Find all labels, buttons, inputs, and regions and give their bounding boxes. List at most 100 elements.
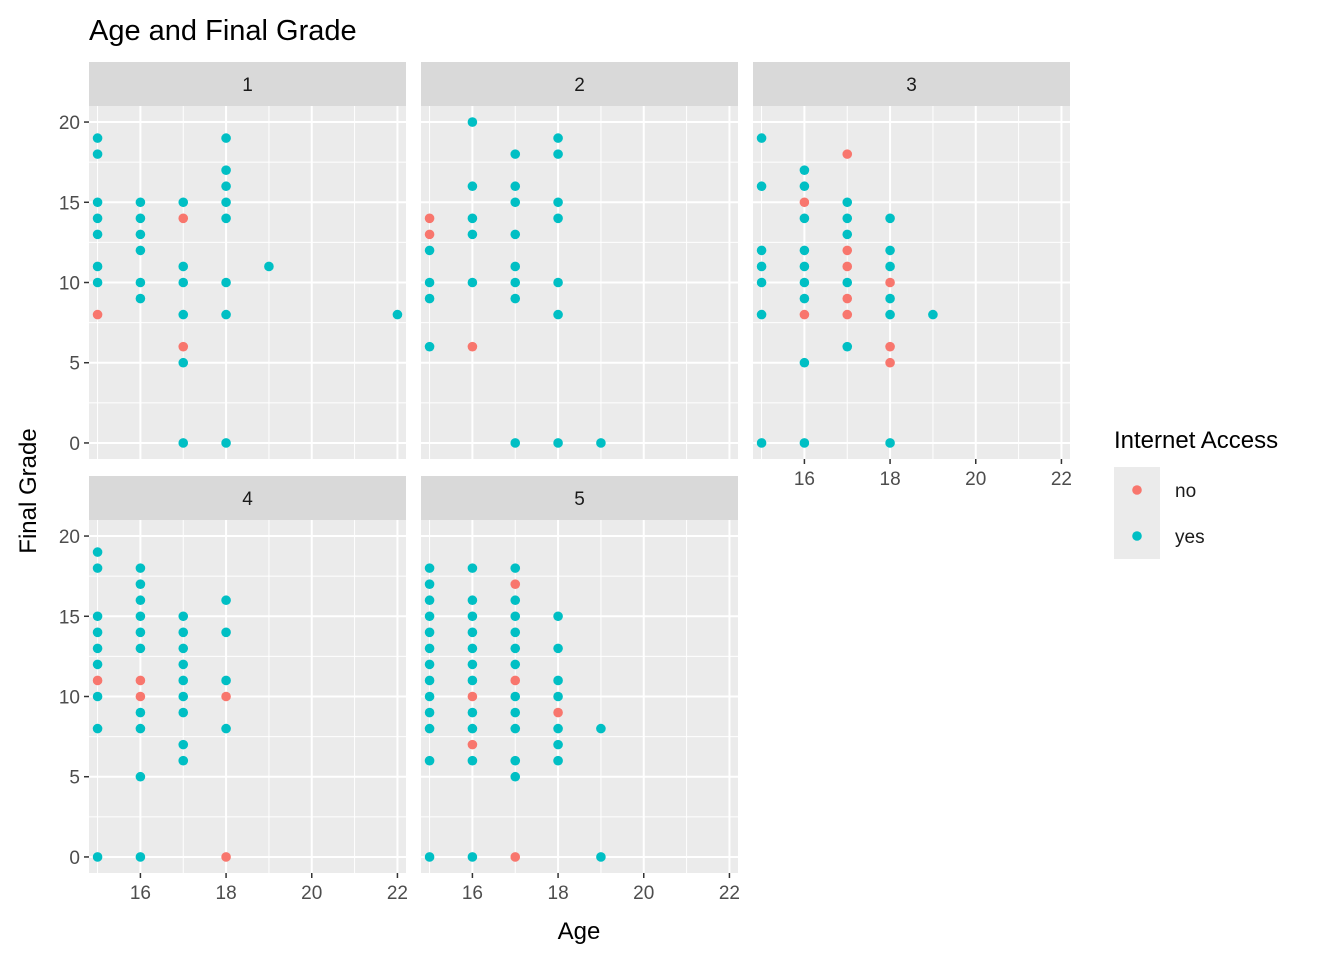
y-axis-title: Final Grade [15, 428, 42, 553]
data-point-yes [596, 852, 606, 862]
data-point-yes [510, 438, 521, 448]
x-tick-label: 22 [719, 883, 740, 904]
data-point-yes [467, 627, 478, 638]
data-point-no [553, 707, 563, 718]
data-point-yes [221, 181, 231, 192]
data-point-yes [92, 691, 103, 702]
data-point-no [842, 293, 853, 304]
data-point-no [842, 245, 853, 256]
data-point-yes [221, 277, 231, 288]
data-point-yes [424, 723, 435, 734]
data-point-yes [135, 245, 146, 256]
data-point-yes [842, 197, 853, 208]
data-point-yes [424, 755, 435, 766]
data-point-yes [553, 309, 563, 320]
data-point-yes [135, 723, 146, 734]
data-point-yes [221, 309, 231, 320]
data-point-yes [392, 309, 403, 320]
data-point-yes [799, 181, 810, 192]
data-point-yes [221, 197, 231, 208]
data-point-yes [510, 277, 521, 288]
facet-strip [421, 62, 738, 106]
data-point-yes [178, 755, 189, 766]
legend-key-no [1132, 485, 1142, 495]
data-point-yes [92, 547, 103, 557]
data-point-yes [596, 723, 606, 734]
data-point-yes [467, 213, 478, 224]
data-point-yes [221, 723, 231, 734]
data-point-no [842, 309, 853, 320]
data-point-no [467, 691, 478, 702]
data-point-yes [92, 261, 103, 272]
data-point-yes [424, 341, 435, 352]
data-point-yes [424, 627, 435, 638]
data-point-yes [92, 852, 103, 862]
data-point-yes [221, 675, 231, 686]
legend-label-no: no [1175, 481, 1196, 502]
facet-strip-label: 2 [574, 75, 585, 96]
data-point-yes [135, 229, 146, 240]
data-point-no [467, 739, 478, 750]
y-tick-label: 5 [69, 768, 80, 789]
data-point-yes [799, 261, 810, 272]
data-point-no [92, 309, 103, 320]
data-point-yes [135, 852, 146, 862]
chart-title: Age and Final Grade [89, 15, 357, 47]
x-tick-label: 20 [965, 469, 986, 490]
data-point-yes [467, 563, 478, 573]
data-point-yes [135, 643, 146, 654]
x-tick-label: 22 [1051, 469, 1072, 490]
facet-panel: 5 16 18 20 22 [421, 476, 740, 904]
data-point-yes [799, 165, 810, 175]
data-point-yes [467, 117, 478, 127]
y-tick-label: 5 [69, 354, 80, 375]
data-point-yes [221, 213, 231, 224]
data-point-yes [885, 213, 895, 224]
x-tick-label: 18 [548, 883, 569, 904]
data-point-yes [756, 277, 767, 288]
data-point-yes [221, 438, 231, 448]
facet-panel: 3 16 18 20 22 [753, 62, 1072, 490]
data-point-yes [885, 293, 895, 304]
data-point-yes [178, 675, 189, 686]
data-point-yes [221, 627, 231, 638]
data-point-yes [799, 357, 810, 368]
x-tick-label: 16 [794, 469, 815, 490]
data-point-yes [467, 229, 478, 240]
data-point-yes [92, 723, 103, 734]
data-point-yes [553, 149, 563, 159]
facet-panel: 2 [421, 62, 738, 459]
data-point-yes [424, 852, 435, 862]
data-point-yes [467, 852, 478, 862]
data-point-yes [178, 261, 189, 272]
data-point-yes [178, 627, 189, 638]
data-point-yes [928, 309, 938, 320]
data-point-yes [424, 595, 435, 606]
data-point-yes [135, 707, 146, 718]
data-point-yes [885, 438, 895, 448]
data-point-yes [510, 611, 521, 622]
data-point-yes [596, 438, 606, 448]
y-tick-label: 20 [59, 527, 80, 548]
data-point-yes [756, 261, 767, 272]
data-point-yes [424, 675, 435, 686]
data-point-yes [178, 197, 189, 208]
data-point-yes [553, 277, 563, 288]
data-point-yes [178, 691, 189, 702]
data-point-yes [467, 723, 478, 734]
data-point-yes [553, 739, 563, 750]
facet-strip [421, 476, 738, 520]
legend-label-yes: yes [1175, 527, 1205, 548]
data-point-no [799, 309, 810, 320]
data-point-yes [221, 133, 231, 143]
data-point-yes [885, 245, 895, 256]
data-point-yes [510, 627, 521, 638]
data-point-yes [424, 659, 435, 670]
data-point-yes [510, 643, 521, 654]
data-point-no [885, 357, 895, 368]
data-point-yes [264, 261, 274, 272]
x-tick-label: 16 [462, 883, 483, 904]
legend-keys: no yes [1114, 467, 1205, 559]
data-point-yes [467, 595, 478, 606]
data-point-yes [92, 659, 103, 670]
